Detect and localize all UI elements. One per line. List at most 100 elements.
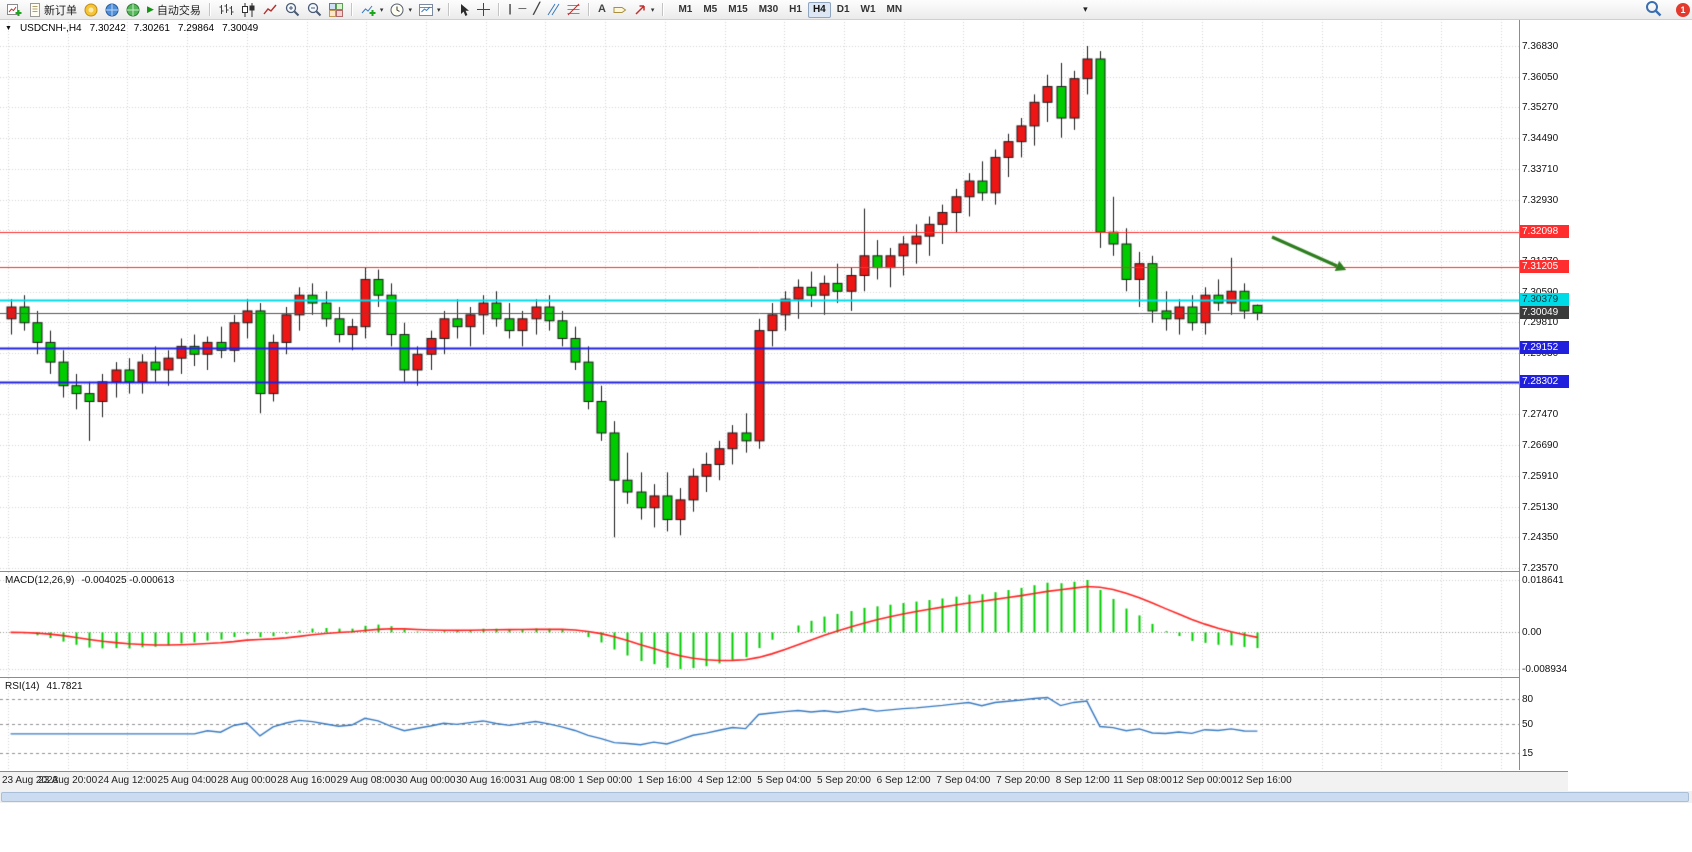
timeframe-button-m30[interactable]: M30 [754,2,783,18]
toolbar-separator [448,3,451,16]
price-axis-label: 7.24350 [1522,532,1559,544]
chart-info: ▼ USDCNH-,H4 7.30242 7.30261 7.29864 7.3… [5,23,258,34]
vertical-line-tool-button[interactable]: | [505,1,514,18]
price-axis-label: 7.23570 [1522,563,1559,574]
rsi-canvas[interactable] [0,678,1519,770]
main-chart-canvas[interactable] [0,19,1519,571]
time-axis-label: 5 Sep 04:00 [757,775,812,786]
cursor-icon [458,3,470,17]
zoom-in-button[interactable] [282,1,303,18]
macd-axis-label: 0.00 [1522,627,1542,639]
templates-button[interactable]: ▾ [416,1,444,18]
crosshair-tool-button[interactable] [474,1,493,18]
panel-splitter[interactable] [0,571,1568,572]
price-axis-label: 7.25910 [1522,470,1559,482]
horizontal-scrollbar-thumb[interactable] [1,792,1689,802]
new-chart-button[interactable] [4,1,25,18]
timeframe-button-m1[interactable]: M1 [673,2,697,18]
price-axis-label: 7.36830 [1522,41,1559,52]
price-level-badge: 7.30379 [1520,292,1569,306]
timeframe-button-m5[interactable]: M5 [698,2,722,18]
text-tool-button[interactable]: A [595,1,609,18]
time-axis-label: 11 Sep 08:00 [1113,775,1172,786]
timeframe-button-m15[interactable]: M15 [723,2,752,18]
time-axis-label: 23 Aug 2023 [2,775,59,786]
trendline-icon: ╱ [533,3,540,15]
timeframe-button-h4[interactable]: H4 [807,1,831,18]
time-axis-label: 24 Aug 12:00 [97,775,157,786]
time-axis-label: 12 Sep 16:00 [1232,775,1292,786]
time-axis-label: 25 Aug 04:00 [157,775,217,786]
indicators-button[interactable]: ▾ [358,1,387,18]
toolbar: 新订单 ▶ 自动交易 ▾ ▾ ▾ [0,0,1692,20]
timeframe-button-w1[interactable]: W1 [856,2,881,18]
metaeditor-button[interactable] [81,1,101,18]
timeframe-button-mn[interactable]: MN [882,2,908,18]
channel-tool-button[interactable] [544,1,563,18]
macd-indicator-name: MACD(12,26,9) [5,575,75,586]
time-axis-label: 28 Aug 16:00 [277,775,337,786]
toolbar-overflow-chevron[interactable]: ▾ [1083,4,1088,14]
zoom-in-icon [285,2,300,17]
line-chart-icon [263,3,278,17]
trendline-tool-button[interactable]: ╱ [530,1,543,18]
new-order-button[interactable]: 新订单 [26,1,80,18]
time-axis-label: 1 Sep 16:00 [637,775,692,786]
price-axis-label: 7.32930 [1522,194,1559,206]
metaeditor-icon [84,3,98,17]
price-level-badge: 7.28302 [1520,374,1569,388]
bar-chart-type-button[interactable] [216,1,237,18]
new-order-icon [29,2,41,17]
one-click-collapse-icon[interactable]: ▼ [5,25,12,32]
ohlc-open: 7.30242 [89,23,126,34]
time-axis-label: 8 Sep 12:00 [1055,775,1110,786]
rsi-axis-label: 15 [1522,747,1534,759]
timeframe-button-d1[interactable]: D1 [832,2,855,18]
price-axis-label: 7.26690 [1522,440,1559,452]
fibonacci-tool-button[interactable] [564,1,583,18]
equidistant-channel-icon [547,3,560,16]
macd-axis-label: 0.018641 [1522,575,1564,586]
symbol-timeframe: USDCNH-,H4 [19,23,82,34]
navigator-button[interactable] [123,1,143,18]
macd-panel-label: MACD(12,26,9) -0.004025 -0.000613 [5,575,174,586]
price-axis-border [1519,19,1520,770]
text-label-icon [613,4,627,16]
text-label-tool-button[interactable] [610,1,630,18]
cursor-tool-button[interactable] [455,1,473,18]
panel-splitter[interactable] [0,677,1568,678]
macd-canvas[interactable] [0,572,1519,677]
price-axis-label: 7.33710 [1522,163,1559,175]
ohlc-close: 7.30049 [222,23,259,34]
zoom-out-icon [307,2,322,17]
horizontal-line-tool-button[interactable]: ─ [516,1,530,18]
time-axis-label: 4 Sep 12:00 [697,775,752,786]
horizontal-scrollbar[interactable] [0,791,1692,803]
time-axis-label: 6 Sep 12:00 [876,775,931,786]
tile-windows-button[interactable] [326,1,346,18]
market-watch-icon [105,3,119,17]
text-tool-icon: A [597,3,606,15]
fibonacci-icon [567,3,580,16]
candlestick-icon [241,2,256,17]
price-axis-label: 7.25130 [1522,501,1559,513]
time-axis-label: 7 Sep 20:00 [996,775,1051,786]
market-watch-button[interactable] [102,1,122,18]
time-axis-label: 1 Sep 00:00 [578,775,633,786]
new-chart-icon [7,3,22,17]
zoom-out-button[interactable] [304,1,325,18]
search-icon[interactable] [1645,0,1662,20]
line-chart-type-button[interactable] [260,1,281,18]
ohlc-low: 7.29864 [177,23,215,34]
rsi-indicator-name: RSI(14) [5,681,40,692]
rsi-indicator-value: 41.7821 [46,681,83,692]
candlestick-chart-type-button[interactable] [238,1,259,18]
notification-badge[interactable]: 1 [1676,2,1690,17]
toolbar-separator [587,3,590,16]
time-axis-label: 28 Aug 00:00 [217,775,277,786]
rsi-axis-label: 80 [1522,694,1534,706]
timeframe-button-h1[interactable]: H1 [784,2,807,18]
arrows-tool-button[interactable]: ▾ [631,1,658,18]
autotrading-button[interactable]: ▶ 自动交易 [144,1,204,18]
periods-button[interactable]: ▾ [387,1,415,18]
